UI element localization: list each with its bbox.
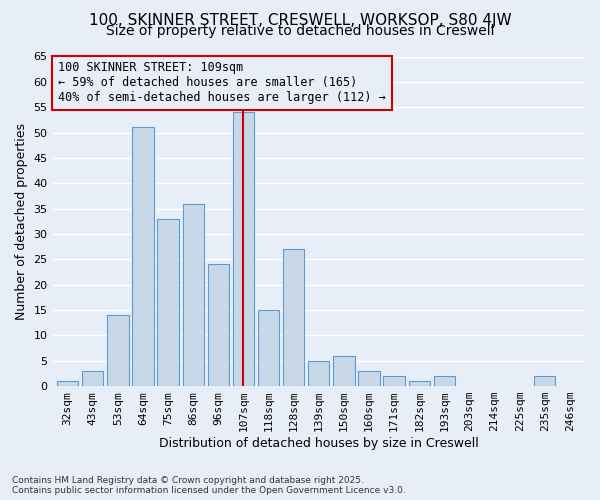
Bar <box>157 219 179 386</box>
Text: Size of property relative to detached houses in Creswell: Size of property relative to detached ho… <box>106 24 494 38</box>
Bar <box>233 112 254 386</box>
Bar <box>434 376 455 386</box>
Bar <box>208 264 229 386</box>
Text: 100 SKINNER STREET: 109sqm
← 59% of detached houses are smaller (165)
40% of sem: 100 SKINNER STREET: 109sqm ← 59% of deta… <box>58 62 386 104</box>
Bar <box>409 381 430 386</box>
Bar <box>534 376 556 386</box>
Text: 100, SKINNER STREET, CRESWELL, WORKSOP, S80 4JW: 100, SKINNER STREET, CRESWELL, WORKSOP, … <box>89 12 511 28</box>
Bar <box>283 249 304 386</box>
Bar <box>383 376 405 386</box>
Bar <box>132 128 154 386</box>
Text: Contains HM Land Registry data © Crown copyright and database right 2025.
Contai: Contains HM Land Registry data © Crown c… <box>12 476 406 495</box>
Bar <box>258 310 279 386</box>
Bar <box>57 381 78 386</box>
Y-axis label: Number of detached properties: Number of detached properties <box>15 123 28 320</box>
Bar <box>333 356 355 386</box>
Bar <box>82 371 103 386</box>
Bar <box>182 204 204 386</box>
Bar <box>358 371 380 386</box>
Bar <box>107 315 128 386</box>
Bar <box>308 360 329 386</box>
X-axis label: Distribution of detached houses by size in Creswell: Distribution of detached houses by size … <box>159 437 479 450</box>
